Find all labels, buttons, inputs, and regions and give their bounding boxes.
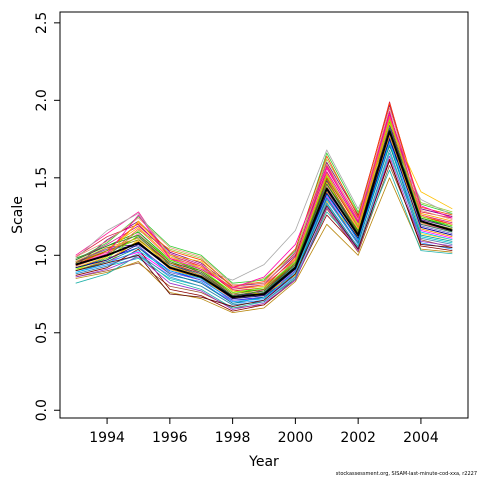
y-tick-label: 0.5 xyxy=(34,322,50,344)
y-tick-label: 2.5 xyxy=(34,12,50,34)
x-tick-label: 2004 xyxy=(403,430,439,446)
x-axis-title: Year xyxy=(248,454,279,470)
y-tick-label: 2.0 xyxy=(34,89,50,111)
x-tick-label: 2002 xyxy=(340,430,376,446)
y-axis: 0.0 0.5 1.0 1.5 2.0 2.5 xyxy=(34,12,60,421)
series-line-15 xyxy=(75,158,453,312)
series-line-29 xyxy=(75,149,453,306)
series-line-30 xyxy=(75,107,453,286)
plot-frame xyxy=(59,11,469,419)
series-line-25 xyxy=(75,103,453,287)
footer-credit: stockassessment.org, SISAM-last-minute-c… xyxy=(335,471,477,477)
series-line-36 xyxy=(75,113,453,289)
series-line-26 xyxy=(75,144,453,304)
series-line-20 xyxy=(75,177,453,314)
series-line-5 xyxy=(75,115,453,290)
y-tick-label: 1.5 xyxy=(34,167,50,189)
x-tick-label: 1994 xyxy=(89,430,125,446)
y-tick-label: 0.0 xyxy=(34,399,50,421)
series-line-33 xyxy=(75,116,453,289)
x-tick-label: 2000 xyxy=(278,430,314,446)
series-line-0 xyxy=(75,130,453,299)
series-line-39 xyxy=(75,138,453,300)
y-axis-title: Scale xyxy=(10,196,26,234)
series-line-16 xyxy=(75,118,453,289)
series-layer xyxy=(75,101,453,314)
x-axis: 1994 1996 1998 2000 2002 2004 xyxy=(89,418,439,446)
series-line-34 xyxy=(75,141,453,303)
series-line-35 xyxy=(75,127,453,296)
x-tick-label: 1996 xyxy=(152,430,188,446)
series-line-19 xyxy=(75,129,453,298)
series-line-32 xyxy=(75,155,453,310)
series-line-9 xyxy=(75,146,453,284)
series-line-12 xyxy=(75,101,453,292)
series-line-37 xyxy=(75,160,453,307)
y-tick-label: 1.0 xyxy=(34,244,50,266)
x-tick-label: 1998 xyxy=(215,430,251,446)
